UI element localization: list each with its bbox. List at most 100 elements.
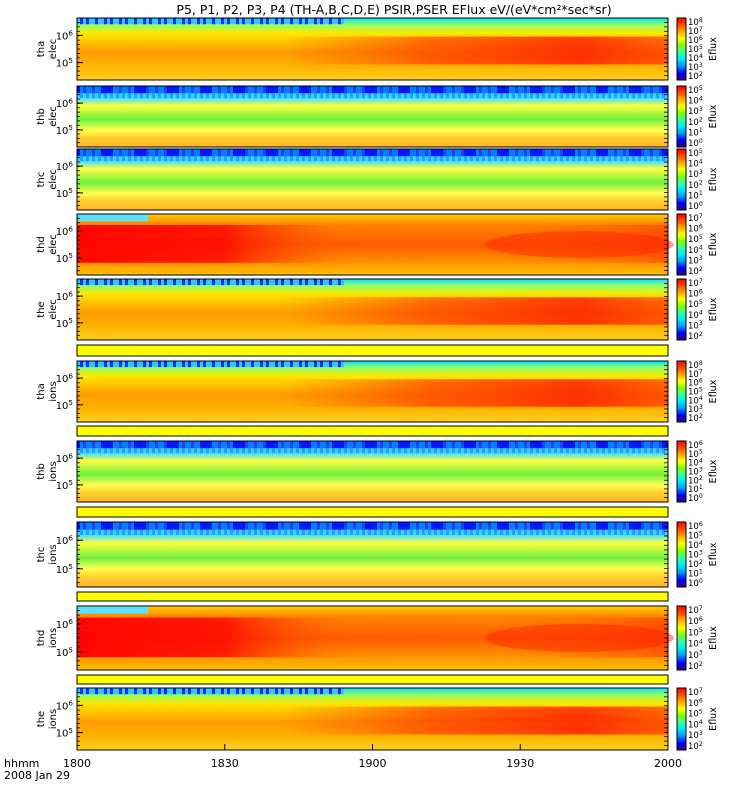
colorbar-tick-label: 106 — [688, 440, 703, 451]
colorbar-tick-label: 107 — [688, 278, 703, 289]
y-tick-label: 106 — [56, 699, 74, 713]
colorbar-tick-label: 107 — [688, 213, 703, 224]
colorbar-tick-label: 103 — [688, 466, 703, 477]
colorbar-tick-label: 100 — [688, 201, 703, 212]
colorbar-tick-label: 100 — [688, 578, 703, 589]
colorbar-tick-label: 108 — [688, 17, 703, 28]
y-axis-label: ions — [48, 544, 59, 564]
colorbar-tick-label: 103 — [688, 730, 703, 741]
y-tick-label: 105 — [56, 726, 73, 740]
colorbar-label: Eflux — [708, 459, 719, 483]
y-tick-label: 106 — [56, 29, 74, 43]
y-axis-label: thd — [36, 236, 47, 253]
y-axis-label: tha — [36, 383, 47, 399]
y-tick-label: 105 — [56, 645, 73, 659]
separator-bar — [76, 425, 669, 437]
y-tick-label: 106 — [56, 617, 74, 631]
y-axis-label: elec — [48, 169, 59, 190]
colorbar-tick-label: 102 — [688, 180, 703, 191]
colorbar-tick-label: 104 — [688, 95, 703, 106]
colorbar — [676, 278, 687, 341]
colorbar-tick-label: 102 — [688, 71, 703, 82]
colorbar — [676, 605, 687, 671]
y-tick-label: 105 — [56, 562, 73, 576]
y-axis-label: thc — [36, 172, 47, 188]
x-axis-date-label: 2008 Jan 29 — [4, 769, 70, 782]
y-axis-label: thb — [36, 463, 47, 480]
x-axis: 1800 1830 1900 1930 2000 — [63, 744, 682, 770]
colorbar — [676, 17, 687, 81]
colorbar-tick-label: 104 — [688, 158, 703, 169]
x-tick-label: 2000 — [654, 757, 682, 770]
colorbar-tick-label: 104 — [688, 540, 703, 551]
colorbar-label: Eflux — [708, 232, 719, 256]
colorbar-tick-label: 103 — [688, 169, 703, 180]
colorbar-tick-label: 101 — [688, 127, 703, 138]
colorbar-tick-label: 107 — [688, 687, 703, 698]
colorbar-tick-label: 106 — [688, 698, 703, 709]
colorbar-tick-label: 104 — [688, 310, 703, 321]
y-tick-label: 105 — [56, 251, 73, 265]
colorbar-tick-label: 101 — [688, 190, 703, 201]
colorbar-tick-label: 102 — [688, 661, 703, 672]
colorbar-tick-label: 105 — [688, 85, 703, 96]
x-tick-label: 1900 — [359, 757, 387, 770]
colorbar-tick-label: 106 — [688, 223, 703, 234]
heatmap-thd-elec — [77, 214, 674, 275]
colorbar-tick-label: 104 — [688, 53, 703, 64]
colorbar-tick-label: 105 — [688, 299, 703, 310]
y-axis-label: thd — [36, 630, 47, 647]
colorbar-tick-label: 102 — [688, 266, 703, 277]
y-axis-label: ions — [48, 628, 59, 648]
y-tick-label: 106 — [56, 371, 74, 385]
y-axis-label: ions — [48, 709, 59, 729]
colorbar-tick-label: 107 — [688, 26, 703, 37]
colorbar-tick-label: 104 — [688, 638, 703, 649]
colorbar — [676, 687, 687, 751]
y-tick-label: 105 — [56, 398, 73, 412]
heatmap-tha-elec — [77, 18, 668, 80]
y-axis-label: ions — [48, 381, 59, 401]
y-axis-label: elec — [48, 39, 59, 60]
colorbar-tick-label: 103 — [688, 320, 703, 331]
colorbar-tick-label: 105 — [688, 708, 703, 719]
colorbar-tick-label: 106 — [688, 521, 703, 532]
heatmap-the-elec — [77, 279, 668, 340]
y-axis-label: elec — [48, 234, 59, 255]
colorbar-tick-label: 102 — [688, 413, 703, 424]
separator-bar — [76, 674, 669, 685]
colorbar-label: Eflux — [708, 379, 719, 403]
y-axis-label: ions — [48, 461, 59, 481]
colorbar — [676, 440, 687, 503]
y-axis-label: thc — [36, 547, 47, 563]
colorbar-tick-label: 106 — [688, 377, 703, 388]
colorbar — [676, 360, 687, 423]
colorbar-tick-label: 105 — [688, 386, 703, 397]
colorbar-tick-label: 106 — [688, 35, 703, 46]
colorbar-label: Eflux — [708, 626, 719, 650]
colorbar-tick-label: 104 — [688, 395, 703, 406]
colorbar — [676, 521, 687, 588]
colorbar-tick-label: 103 — [688, 549, 703, 560]
y-axis-label: the — [36, 301, 47, 317]
colorbar-tick-label: 102 — [688, 475, 703, 486]
separator-bar — [76, 506, 669, 518]
colorbar-tick-label: 103 — [688, 650, 703, 661]
colorbar — [676, 85, 687, 148]
colorbar-tick-label: 100 — [688, 138, 703, 149]
x-tick-label: 1930 — [506, 757, 534, 770]
colorbar-label: Eflux — [708, 542, 719, 566]
colorbar-tick-label: 101 — [688, 484, 703, 495]
y-axis-label: thb — [36, 108, 47, 125]
heatmap-thb-elec — [77, 86, 668, 147]
y-axis-label: elec — [48, 299, 59, 320]
separator-bar — [76, 591, 669, 602]
